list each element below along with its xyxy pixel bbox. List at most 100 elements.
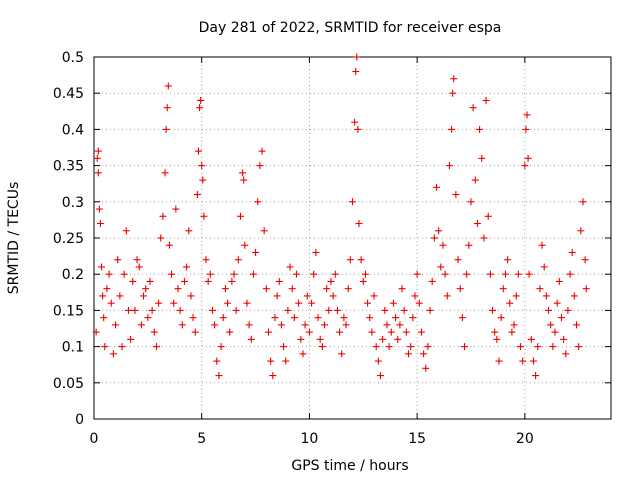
data-point: [394, 335, 402, 343]
data-point: [560, 335, 568, 343]
data-point: [137, 321, 145, 329]
data-point: [357, 256, 365, 264]
data-point: [581, 256, 589, 264]
data-point: [224, 299, 232, 307]
data-point: [228, 277, 236, 285]
data-point: [417, 328, 425, 336]
data-point: [506, 299, 514, 307]
data-point: [213, 357, 221, 365]
data-point: [170, 299, 178, 307]
data-point: [299, 350, 307, 358]
data-point: [101, 343, 109, 351]
data-point: [94, 169, 102, 177]
data-point: [329, 292, 337, 300]
data-point: [187, 292, 195, 300]
plot-frame: [93, 56, 612, 420]
x-tick-label: 5: [197, 431, 206, 447]
data-point: [99, 292, 107, 300]
data-point: [129, 277, 137, 285]
data-point: [333, 306, 341, 314]
y-tick-label: 0.45: [53, 86, 84, 102]
data-point: [217, 343, 225, 351]
data-point: [517, 343, 525, 351]
data-point: [308, 299, 316, 307]
data-point: [377, 372, 385, 380]
data-point: [536, 285, 544, 293]
data-point: [157, 234, 165, 242]
data-point: [542, 292, 550, 300]
data-point: [297, 335, 305, 343]
x-tick-label: 15: [408, 431, 426, 447]
data-point: [484, 212, 492, 220]
data-point: [241, 241, 249, 249]
data-point: [301, 321, 309, 329]
data-point: [295, 299, 303, 307]
data-point: [551, 328, 559, 336]
data-point: [98, 263, 106, 271]
data-point: [256, 162, 264, 170]
data-point: [144, 314, 152, 322]
data-point: [405, 350, 413, 358]
y-tick-label: 0.5: [62, 50, 84, 66]
y-tick-label: 0: [75, 412, 84, 428]
data-point: [314, 314, 322, 322]
data-point: [413, 270, 421, 278]
data-point: [514, 270, 522, 278]
data-point: [450, 75, 458, 83]
data-point: [191, 328, 199, 336]
y-tick-label: 0.1: [62, 340, 84, 356]
data-point: [312, 248, 320, 256]
data-point: [146, 277, 154, 285]
data-point: [411, 292, 419, 300]
data-point: [109, 350, 117, 358]
data-point: [538, 241, 546, 249]
data-point: [553, 299, 561, 307]
data-point: [219, 314, 227, 322]
data-point: [458, 314, 466, 322]
data-point: [504, 256, 512, 264]
data-point: [93, 154, 101, 162]
data-point: [318, 343, 326, 351]
data-point: [239, 169, 247, 177]
data-point: [522, 125, 530, 133]
data-point: [327, 277, 335, 285]
y-tick-label: 0.35: [53, 159, 84, 175]
data-point: [349, 198, 356, 206]
data-point: [114, 256, 122, 264]
data-point: [549, 343, 557, 351]
data-point: [243, 299, 251, 307]
data-point: [575, 343, 583, 351]
data-point: [489, 306, 497, 314]
data-point: [374, 357, 382, 365]
data-point: [185, 227, 193, 235]
data-point: [260, 227, 268, 235]
data-point: [198, 162, 206, 170]
data-point: [172, 205, 180, 213]
data-point: [135, 263, 143, 271]
data-point: [226, 328, 234, 336]
data-point: [196, 104, 204, 112]
data-point: [286, 263, 294, 271]
data-point: [467, 198, 475, 206]
data-point: [577, 227, 585, 235]
data-point: [573, 321, 581, 329]
data-point: [342, 321, 350, 329]
data-point: [478, 154, 486, 162]
data-point: [152, 343, 160, 351]
data-point: [258, 147, 266, 155]
data-point: [336, 328, 344, 336]
data-point: [140, 292, 148, 300]
y-tick-label: 0.05: [53, 376, 84, 392]
data-point: [352, 67, 360, 75]
data-point: [159, 212, 167, 220]
data-point: [445, 162, 453, 170]
data-point: [379, 335, 387, 343]
data-point: [499, 285, 507, 293]
data-point: [323, 285, 331, 293]
data-point: [385, 343, 393, 351]
data-point: [359, 277, 367, 285]
data-point: [407, 343, 415, 351]
data-point: [310, 270, 318, 278]
data-point: [471, 176, 479, 184]
data-point: [361, 270, 369, 278]
